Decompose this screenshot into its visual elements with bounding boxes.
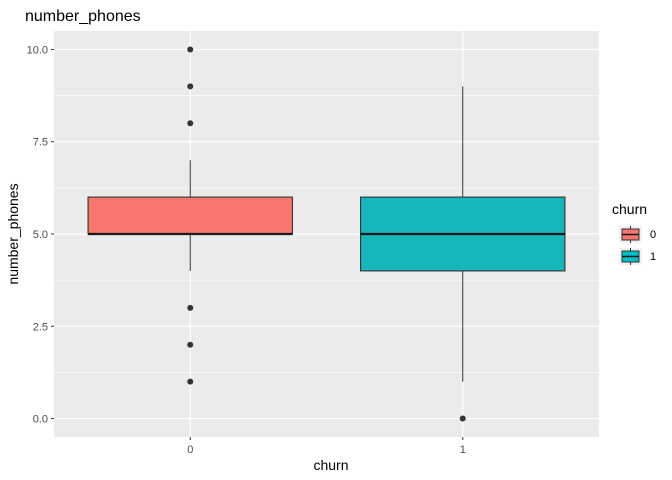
boxes [87, 46, 566, 422]
y-tick-label: 0.0 [33, 414, 48, 426]
y-tick-label: 7.5 [33, 137, 48, 149]
y-axis: 0.0 2.5 5.0 7.5 10.0 [27, 44, 54, 426]
legend: churn 0 1 [612, 201, 656, 265]
chart-title: number_phones [25, 8, 141, 25]
x-tick-label: 1 [460, 444, 466, 456]
box [87, 196, 293, 235]
x-tick-label: 0 [187, 444, 193, 456]
outlier-point [459, 415, 466, 422]
legend-label: 1 [650, 251, 656, 263]
box-group-0 [87, 46, 293, 385]
outlier-point [187, 120, 194, 127]
y-tick-label: 2.5 [33, 321, 48, 333]
outlier-point [187, 83, 194, 90]
y-axis-title: number_phones [5, 183, 21, 284]
outlier-point [187, 378, 194, 385]
y-tick-label: 10.0 [27, 44, 48, 56]
outlier-point [187, 341, 194, 348]
box-group-1 [360, 86, 566, 422]
outlier-point [187, 46, 194, 53]
y-tick-label: 5.0 [33, 229, 48, 241]
legend-label: 0 [650, 229, 656, 241]
outlier-point [187, 304, 194, 311]
legend-title: churn [612, 201, 647, 217]
x-axis-title: churn [313, 457, 348, 473]
